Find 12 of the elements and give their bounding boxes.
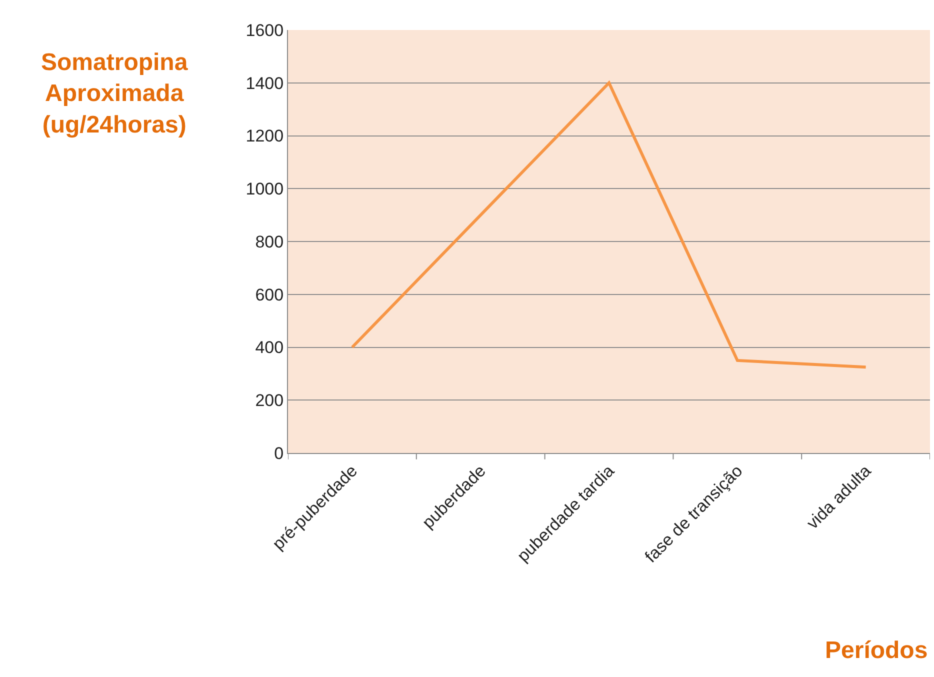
y-tick-label: 1600: [246, 20, 284, 40]
y-tick-label: 0: [274, 444, 284, 463]
y-tick-label: 1400: [246, 74, 284, 93]
y-tick-label: 800: [255, 232, 284, 252]
y-axis-title: Somatropina Aproximada (ug/24horas): [41, 49, 188, 138]
y-tick-label: 400: [255, 338, 284, 358]
y-tick-label: 600: [255, 285, 284, 304]
y-tick-label: 200: [255, 391, 284, 410]
y-tick-label: 1200: [246, 126, 284, 146]
line-series: [350, 81, 868, 369]
x-axis-title: Períodos: [825, 637, 928, 664]
y-tick-label: 1000: [246, 180, 284, 199]
